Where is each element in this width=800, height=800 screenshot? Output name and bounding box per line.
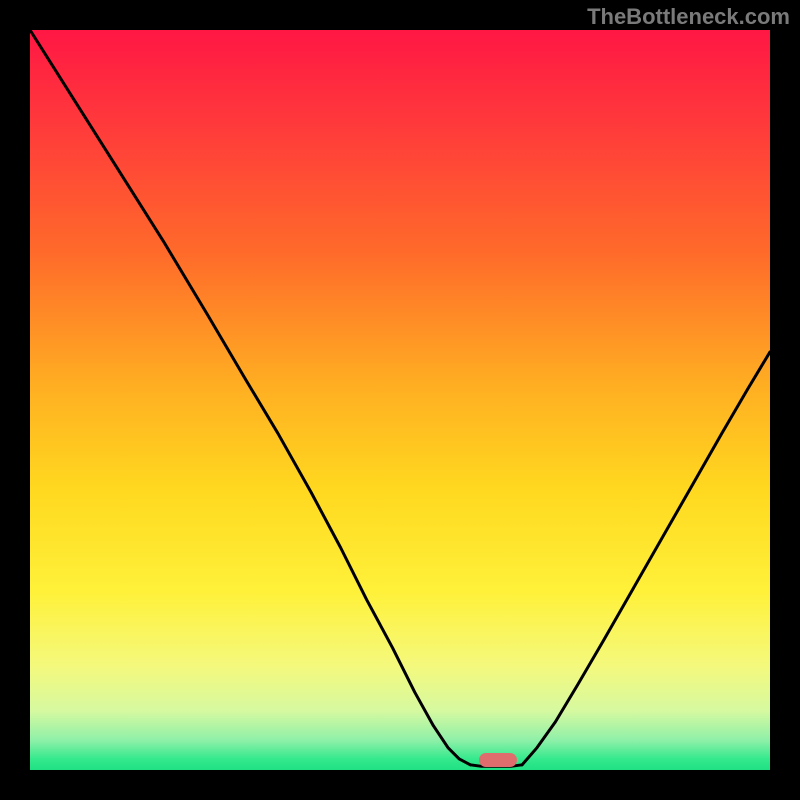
watermark-text: TheBottleneck.com [587, 4, 790, 30]
chart-frame: { "watermark": { "text": "TheBottleneck.… [0, 0, 800, 800]
optimal-marker [479, 753, 517, 767]
curve-layer [30, 30, 770, 770]
curve-left-branch [30, 30, 470, 765]
plot-area [30, 30, 770, 770]
curve-right-branch [522, 352, 770, 765]
